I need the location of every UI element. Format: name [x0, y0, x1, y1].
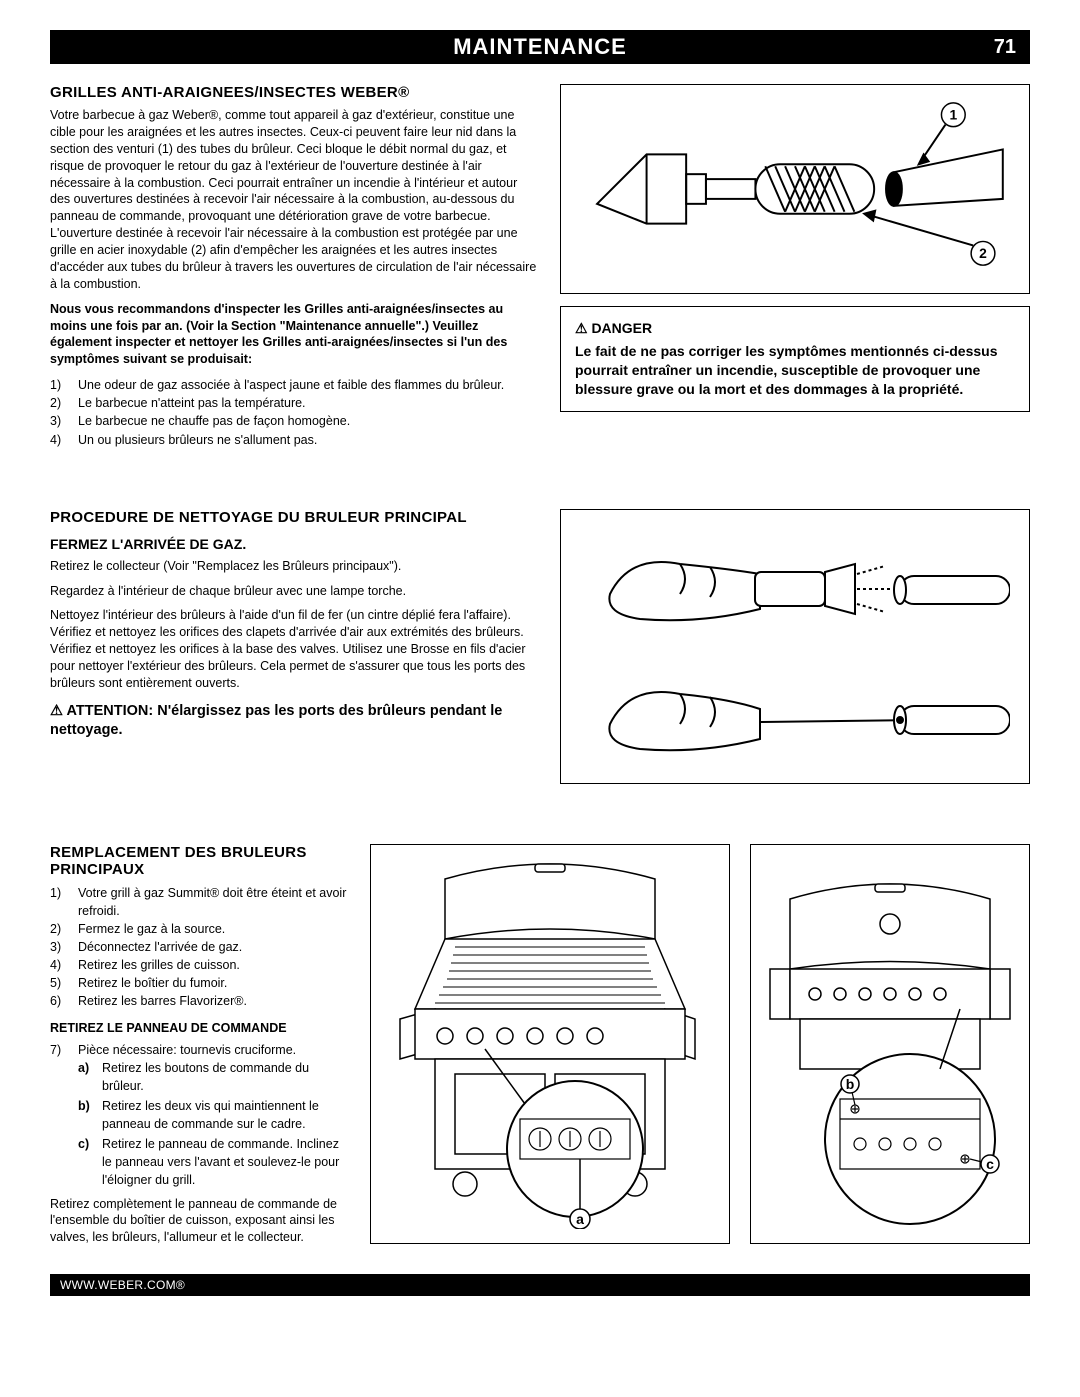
- section1-para1: Votre barbecue à gaz Weber®, comme tout …: [50, 107, 540, 293]
- footer-url: WWW.WEBER.COM®: [60, 1278, 185, 1292]
- list-item: 1)Votre grill à gaz Summit® doit être ét…: [50, 884, 350, 920]
- section1-para2: Nous vous recommandons d'inspecter les G…: [50, 301, 540, 369]
- section2-p3: Nettoyez l'intérieur des brûleurs à l'ai…: [50, 607, 540, 691]
- danger-title: ⚠ DANGER: [575, 319, 1015, 338]
- list-item: 3)Déconnectez l'arrivée de gaz.: [50, 938, 350, 956]
- section3-sub: RETIREZ LE PANNEAU DE COMMANDE: [50, 1021, 350, 1035]
- footer-bar: WWW.WEBER.COM®: [50, 1274, 1030, 1296]
- danger-body: Le fait de ne pas corriger les symptômes…: [575, 342, 1015, 399]
- section-burner-replacement: REMPLACEMENT DES BRULEURS PRINCIPAUX 1)V…: [50, 844, 1030, 1255]
- section2-p2: Regardez à l'intérieur de chaque brûleur…: [50, 583, 540, 600]
- callout-1: 1: [949, 107, 957, 123]
- list-item: b)Retirez les deux vis qui maintiennent …: [78, 1097, 350, 1133]
- list-item: c)Retirez le panneau de commande. Inclin…: [78, 1135, 350, 1189]
- list-item: 1)Une odeur de gaz associée à l'aspect j…: [50, 376, 540, 394]
- list-item: 4)Retirez les grilles de cuisson.: [50, 956, 350, 974]
- list-item: 6)Retirez les barres Flavorizer®.: [50, 992, 350, 1010]
- section3-sublist: a)Retirez les boutons de commande du brû…: [50, 1059, 350, 1190]
- callout-c: c: [986, 1156, 994, 1172]
- callout-a: a: [576, 1211, 584, 1227]
- page-number: 71: [994, 36, 1016, 59]
- section3-end: Retirez complètement le panneau de comma…: [50, 1196, 350, 1247]
- section1-heading: GRILLES ANTI-ARAIGNEES/INSECTES WEBER®: [50, 84, 540, 101]
- page-title: MAINTENANCE: [453, 34, 627, 60]
- list-item: 5)Retirez le boîtier du fumoir.: [50, 974, 350, 992]
- callout-2: 2: [979, 245, 987, 261]
- section2-p1: Retirez le collecteur (Voir "Remplacez l…: [50, 558, 540, 575]
- list-item: a)Retirez les boutons de commande du brû…: [78, 1059, 350, 1095]
- figure-grill-panel: b c: [750, 844, 1030, 1244]
- figure-burner-tube: 1 2: [560, 84, 1030, 294]
- section2-heading: PROCEDURE DE NETTOYAGE DU BRULEUR PRINCI…: [50, 509, 540, 526]
- figure-grill-open: a: [370, 844, 730, 1244]
- list-item: 4)Un ou plusieurs brûleurs ne s'allument…: [50, 431, 540, 449]
- section1-list: 1)Une odeur de gaz associée à l'aspect j…: [50, 376, 540, 449]
- attention-text: ⚠ ATTENTION: N'élargissez pas les ports …: [50, 702, 540, 741]
- list-item: 3)Le barbecue ne chauffe pas de façon ho…: [50, 412, 540, 430]
- section3-list: 1)Votre grill à gaz Summit® doit être ét…: [50, 884, 350, 1011]
- section3-heading: REMPLACEMENT DES BRULEURS PRINCIPAUX: [50, 844, 350, 878]
- danger-box: ⚠ DANGER Le fait de ne pas corriger les …: [560, 306, 1030, 412]
- list-item: 2)Le barbecue n'atteint pas la températu…: [50, 394, 540, 412]
- list-item: 7)Pièce nécessaire: tournevis cruciforme…: [50, 1041, 350, 1059]
- section-cleaning-procedure: PROCEDURE DE NETTOYAGE DU BRULEUR PRINCI…: [50, 509, 1030, 784]
- figure-cleaning: [560, 509, 1030, 784]
- section-spider-screens: GRILLES ANTI-ARAIGNEES/INSECTES WEBER® V…: [50, 84, 1030, 449]
- list-item: 2)Fermez le gaz à la source.: [50, 920, 350, 938]
- header-bar: MAINTENANCE 71: [50, 30, 1030, 64]
- page: MAINTENANCE 71 GRILLES ANTI-ARAIGNEES/IN…: [0, 0, 1080, 1316]
- section2-sub: FERMEZ L'ARRIVÉE DE GAZ.: [50, 536, 540, 552]
- callout-b: b: [846, 1076, 855, 1092]
